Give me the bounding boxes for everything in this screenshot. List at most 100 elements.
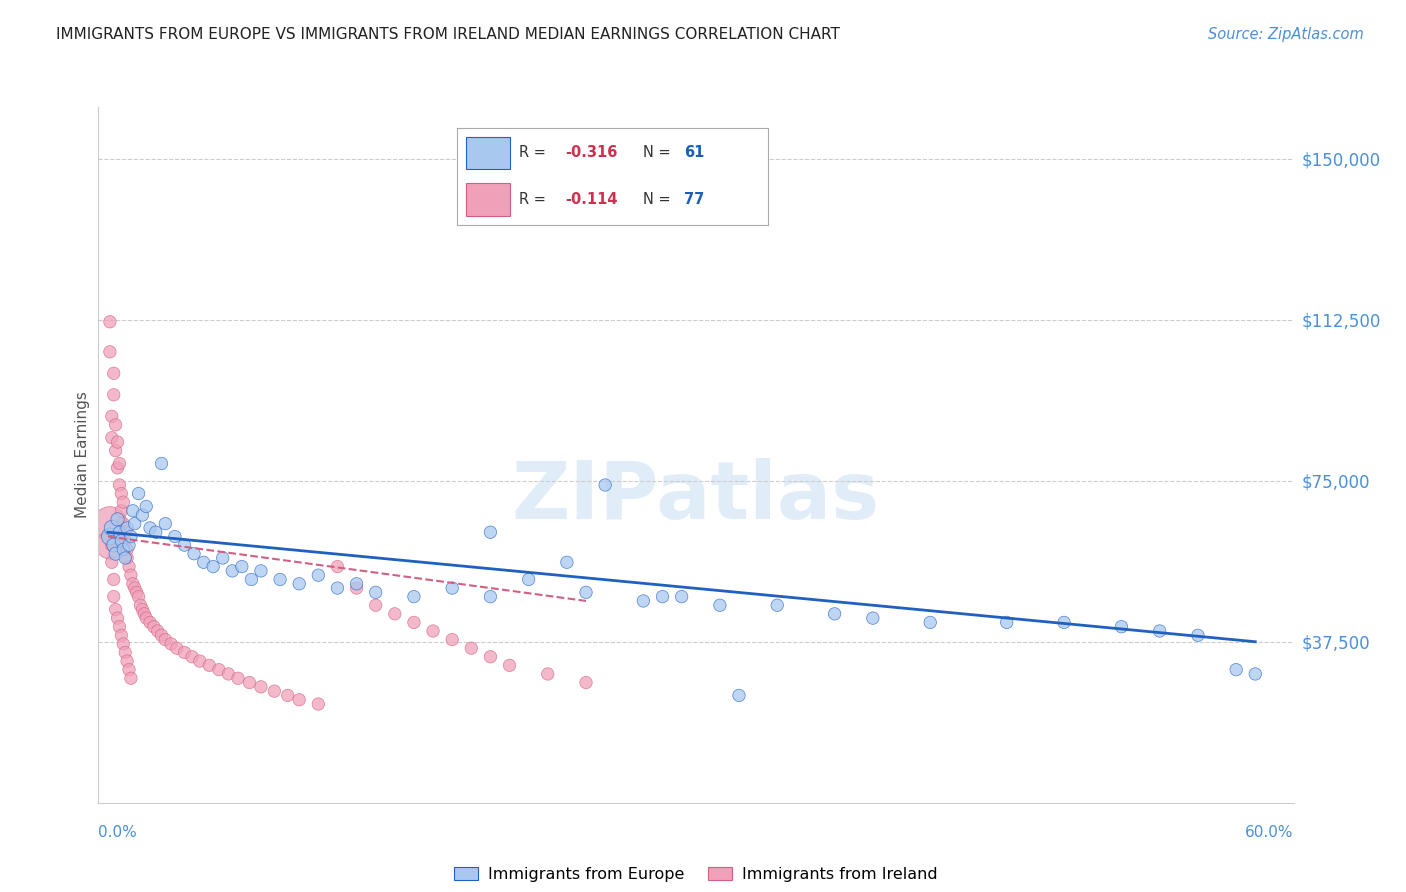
Point	[131, 508, 153, 522]
Point	[651, 590, 673, 604]
Point	[118, 663, 141, 677]
Point	[766, 599, 789, 613]
Point	[277, 689, 299, 703]
Point	[198, 658, 221, 673]
Point	[238, 675, 260, 690]
Point	[155, 632, 177, 647]
Point	[862, 611, 884, 625]
Point	[326, 581, 349, 595]
Point	[633, 594, 655, 608]
Point	[146, 624, 169, 638]
Point	[181, 649, 204, 664]
Point	[211, 551, 233, 566]
Point	[103, 367, 125, 381]
Point	[160, 637, 183, 651]
Point	[671, 590, 693, 604]
Text: 60.0%: 60.0%	[1246, 825, 1294, 840]
Point	[104, 547, 127, 561]
Point	[307, 568, 329, 582]
Point	[364, 599, 387, 613]
Point	[517, 573, 540, 587]
Point	[728, 689, 751, 703]
Point	[115, 542, 138, 557]
Point	[104, 417, 127, 432]
Point	[307, 697, 329, 711]
Point	[150, 457, 173, 471]
Point	[479, 649, 502, 664]
Point	[575, 585, 598, 599]
Point	[920, 615, 942, 630]
Point	[202, 559, 225, 574]
Point	[103, 590, 125, 604]
Point	[498, 658, 520, 673]
Point	[150, 628, 173, 642]
Point	[593, 478, 616, 492]
Point	[125, 585, 148, 599]
Point	[135, 611, 157, 625]
Point	[115, 654, 138, 668]
Point	[108, 457, 131, 471]
Point	[101, 538, 124, 552]
Point	[555, 555, 578, 569]
Point	[103, 538, 125, 552]
Point	[120, 529, 142, 543]
Point	[104, 443, 127, 458]
Point	[384, 607, 406, 621]
Point	[118, 538, 141, 552]
Point	[135, 500, 157, 514]
Point	[1149, 624, 1171, 638]
Point	[155, 516, 177, 531]
Point	[139, 521, 162, 535]
Point	[250, 564, 273, 578]
Point	[824, 607, 846, 621]
Point	[101, 555, 124, 569]
Point	[110, 486, 132, 500]
Point	[120, 671, 142, 685]
Point	[269, 573, 291, 587]
Point	[101, 431, 124, 445]
Point	[114, 525, 136, 540]
Point	[98, 315, 121, 329]
Point	[460, 641, 482, 656]
Point	[107, 611, 129, 625]
Point	[1187, 628, 1209, 642]
Point	[110, 504, 132, 518]
Point	[326, 559, 349, 574]
Text: Source: ZipAtlas.com: Source: ZipAtlas.com	[1208, 27, 1364, 42]
Point	[188, 654, 211, 668]
Point	[346, 576, 368, 591]
Point	[231, 559, 253, 574]
Point	[402, 615, 425, 630]
Point	[479, 590, 502, 604]
Point	[183, 547, 205, 561]
Point	[98, 516, 121, 531]
Point	[208, 663, 231, 677]
Point	[479, 525, 502, 540]
Point	[131, 602, 153, 616]
Point	[101, 409, 124, 424]
Point	[115, 521, 138, 535]
Point	[422, 624, 444, 638]
Point	[104, 602, 127, 616]
Point	[441, 632, 464, 647]
Point	[124, 516, 146, 531]
Point	[124, 581, 146, 595]
Point	[121, 504, 143, 518]
Point	[1244, 667, 1267, 681]
Point	[107, 512, 129, 526]
Point	[221, 564, 243, 578]
Point	[128, 486, 150, 500]
Point	[139, 615, 162, 630]
Point	[114, 551, 136, 566]
Point	[118, 559, 141, 574]
Point	[288, 692, 311, 706]
Point	[114, 533, 136, 548]
Point	[112, 495, 135, 509]
Point	[108, 620, 131, 634]
Y-axis label: Median Earnings: Median Earnings	[75, 392, 90, 518]
Legend: Immigrants from Europe, Immigrants from Ireland: Immigrants from Europe, Immigrants from …	[449, 861, 943, 888]
Point	[110, 533, 132, 548]
Point	[121, 576, 143, 591]
Point	[110, 628, 132, 642]
Point	[173, 645, 195, 659]
